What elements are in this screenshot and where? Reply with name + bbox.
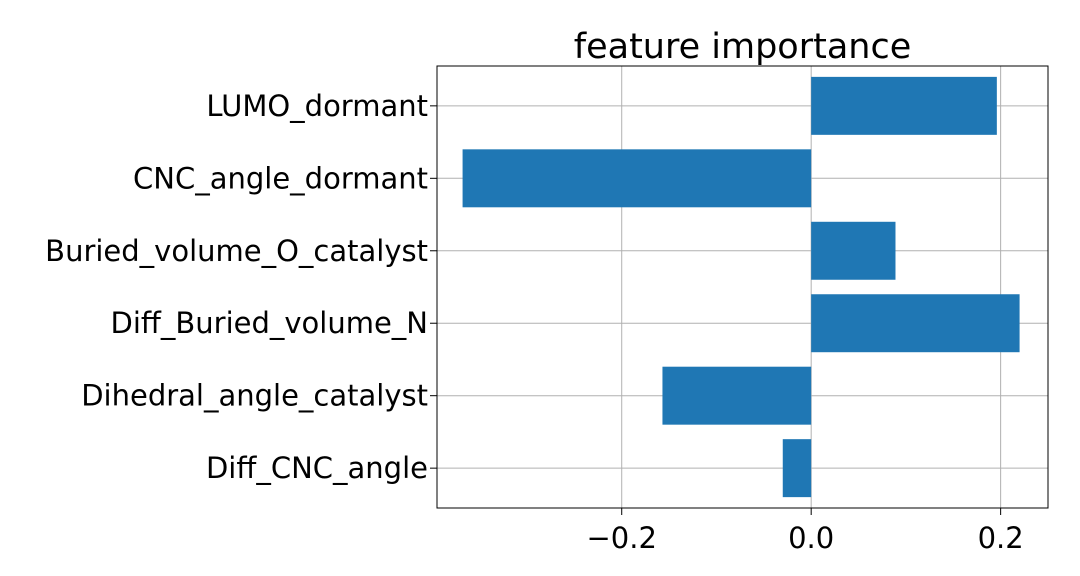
bar-diff-cnc-angle	[782, 439, 812, 498]
category-label: Dihedral_angle_catalyst	[81, 379, 428, 413]
ticks-layer	[430, 105, 1002, 515]
x-tick-label: 0.2	[978, 521, 1024, 555]
category-label: Diff_Buried_volume_N	[111, 306, 429, 340]
x-tick-label: −0.2	[587, 521, 657, 555]
category-label: Diff_CNC_angle	[206, 451, 428, 485]
bar-buried-volume-o-catalyst	[811, 221, 896, 280]
category-label: Buried_volume_O_catalyst	[45, 234, 428, 268]
category-label: CNC_angle_dormant	[133, 161, 428, 195]
category-label: LUMO_dormant	[206, 89, 428, 123]
bars-layer	[462, 76, 1020, 498]
bar-diff-buried-volume-n	[811, 294, 1020, 353]
x-tick-label: 0.0	[788, 521, 834, 555]
bar-lumo-dormant	[811, 76, 997, 135]
plot-frame	[436, 65, 1049, 509]
labels-layer: −0.2 0.0 0.2 LUMO_dormant CNC_angle_dormant B…	[45, 89, 1024, 555]
bar-cnc-angle-dormant	[462, 149, 812, 208]
chart-title: feature importance	[574, 27, 911, 67]
bar-dihedral-angle-catalyst	[662, 366, 812, 425]
